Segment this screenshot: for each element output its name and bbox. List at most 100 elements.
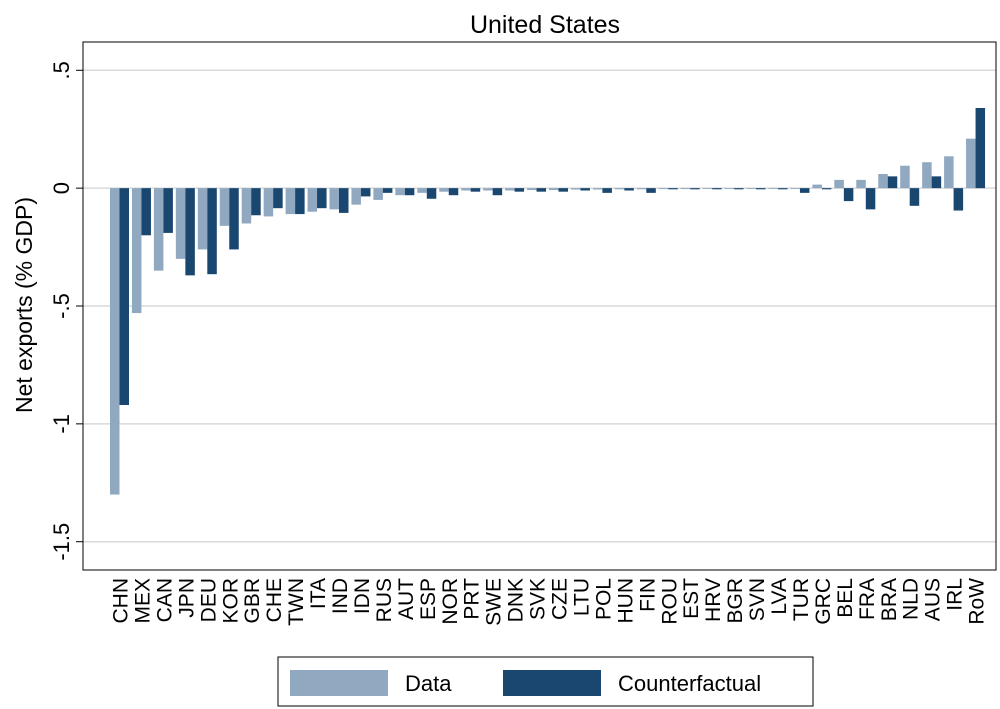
x-tick-label: DNK — [505, 578, 528, 622]
bar-counterfactual-est — [690, 188, 700, 190]
x-tick-label: KOR — [219, 578, 242, 624]
x-tick-label: IDN — [351, 578, 374, 614]
x-tick-label: GBR — [241, 578, 264, 624]
bar-counterfactual-ita — [317, 188, 327, 209]
x-tick-label: ESP — [417, 578, 440, 620]
bars — [110, 108, 986, 495]
bar-data-aut — [395, 188, 405, 196]
bar-counterfactual-fra — [865, 188, 876, 210]
x-tick-label: SVN — [746, 578, 769, 621]
bar-data-ita — [307, 188, 318, 212]
x-tick-label: BGR — [724, 578, 747, 624]
bar-data-tur — [790, 188, 800, 189]
legend: Data Counterfactual — [277, 656, 814, 707]
x-tick-label: CAN — [153, 578, 176, 622]
bar-counterfactual-mex — [141, 188, 151, 236]
bar-counterfactual-bgr — [734, 188, 744, 190]
bar-data-cze — [549, 188, 559, 191]
bar-counterfactual-swe — [492, 188, 503, 196]
x-tick-label: MEX — [131, 578, 154, 624]
bar-data-twn — [285, 188, 296, 215]
chart-title: United States — [470, 11, 620, 39]
bar-counterfactual-gbr — [251, 188, 261, 216]
x-tick-label: LTU — [570, 578, 593, 616]
bar-data-aus — [922, 162, 932, 189]
bar-data-nor — [439, 188, 449, 192]
bar-data-nld — [900, 165, 910, 189]
bar-data-mex — [131, 188, 142, 314]
bar-counterfactual-tur — [799, 188, 810, 193]
x-tick-label: ROU — [658, 578, 681, 625]
bar-counterfactual-hrv — [712, 188, 722, 190]
bar-counterfactual-can — [163, 188, 173, 233]
bar-counterfactual-aus — [931, 176, 942, 189]
x-tick-label: FIN — [636, 578, 659, 612]
bar-data-hrv — [702, 188, 713, 189]
bar-counterfactual-rus — [382, 188, 393, 193]
x-tick-label: SVK — [527, 578, 550, 620]
x-tick-label: AUS — [922, 578, 945, 621]
bar-counterfactual-cze — [558, 188, 568, 192]
bar-data-chn — [110, 188, 120, 495]
bar-data-deu — [197, 188, 208, 250]
bar-data-esp — [417, 188, 427, 193]
bar-counterfactual-che — [273, 188, 283, 209]
bar-counterfactual-rou — [668, 188, 678, 190]
x-tick-label: NLD — [900, 578, 923, 620]
bar-counterfactual-fin — [646, 188, 656, 193]
bar-counterfactual-aut — [404, 188, 415, 196]
x-tick-label: LVA — [768, 578, 791, 615]
y-tick-label: .5 — [49, 61, 74, 79]
bar-counterfactual-bra — [887, 176, 898, 189]
bar-data-dnk — [505, 188, 515, 191]
bar-data-gbr — [241, 188, 252, 224]
x-tick-label: POL — [592, 578, 615, 620]
bar-counterfactual-twn — [295, 188, 305, 215]
x-tick-label: JPN — [175, 578, 198, 618]
bar-data-can — [153, 188, 164, 271]
x-tick-label: DEU — [197, 578, 220, 622]
bar-counterfactual-pol — [602, 188, 612, 193]
bar-counterfactual-svn — [756, 188, 766, 190]
bar-data-che — [263, 188, 274, 217]
bar-data-rou — [658, 188, 669, 190]
legend-label-counterfactual: Counterfactual — [618, 671, 761, 696]
x-tick-label: BEL — [834, 578, 857, 618]
bar-counterfactual-deu — [207, 188, 217, 275]
x-tick-label: IND — [329, 578, 352, 614]
x-tick-label: HRV — [702, 578, 725, 622]
x-tick-label: IRL — [944, 578, 967, 611]
bar-counterfactual-nld — [909, 188, 920, 206]
bar-data-grc — [812, 184, 822, 189]
bar-counterfactual-nor — [448, 188, 459, 196]
x-tick-label: BRA — [878, 578, 901, 621]
y-tick-label: -1.5 — [49, 523, 74, 561]
bar-counterfactual-ltu — [580, 188, 590, 191]
bar-data-ltu — [570, 188, 581, 190]
bar-data-bgr — [724, 188, 735, 189]
bar-counterfactual-dnk — [514, 188, 525, 192]
bar-counterfactual-chn — [119, 188, 129, 405]
x-tick-label: RUS — [373, 578, 396, 622]
bar-counterfactual-grc — [821, 188, 832, 190]
y-tick-label: -.5 — [49, 293, 74, 319]
bar-counterfactual-svk — [536, 188, 547, 192]
bar-data-kor — [219, 188, 230, 226]
bar-data-idn — [351, 188, 361, 205]
bar-data-pol — [592, 188, 603, 190]
bar-data-bra — [878, 174, 888, 189]
x-tick-label: SWE — [483, 578, 506, 626]
bar-counterfactual-hun — [624, 188, 634, 191]
bar-data-fin — [636, 188, 647, 190]
bar-data-ind — [329, 188, 339, 210]
bar-data-jpn — [175, 188, 186, 259]
bar-counterfactual-kor — [229, 188, 239, 250]
bar-data-est — [680, 188, 691, 190]
bar-data-bel — [834, 179, 844, 189]
bar-data-row — [966, 138, 976, 189]
bar-data-rus — [373, 188, 383, 200]
legend-label-data: Data — [405, 671, 452, 696]
bar-counterfactual-irl — [953, 188, 964, 211]
bar-counterfactual-idn — [360, 188, 371, 197]
